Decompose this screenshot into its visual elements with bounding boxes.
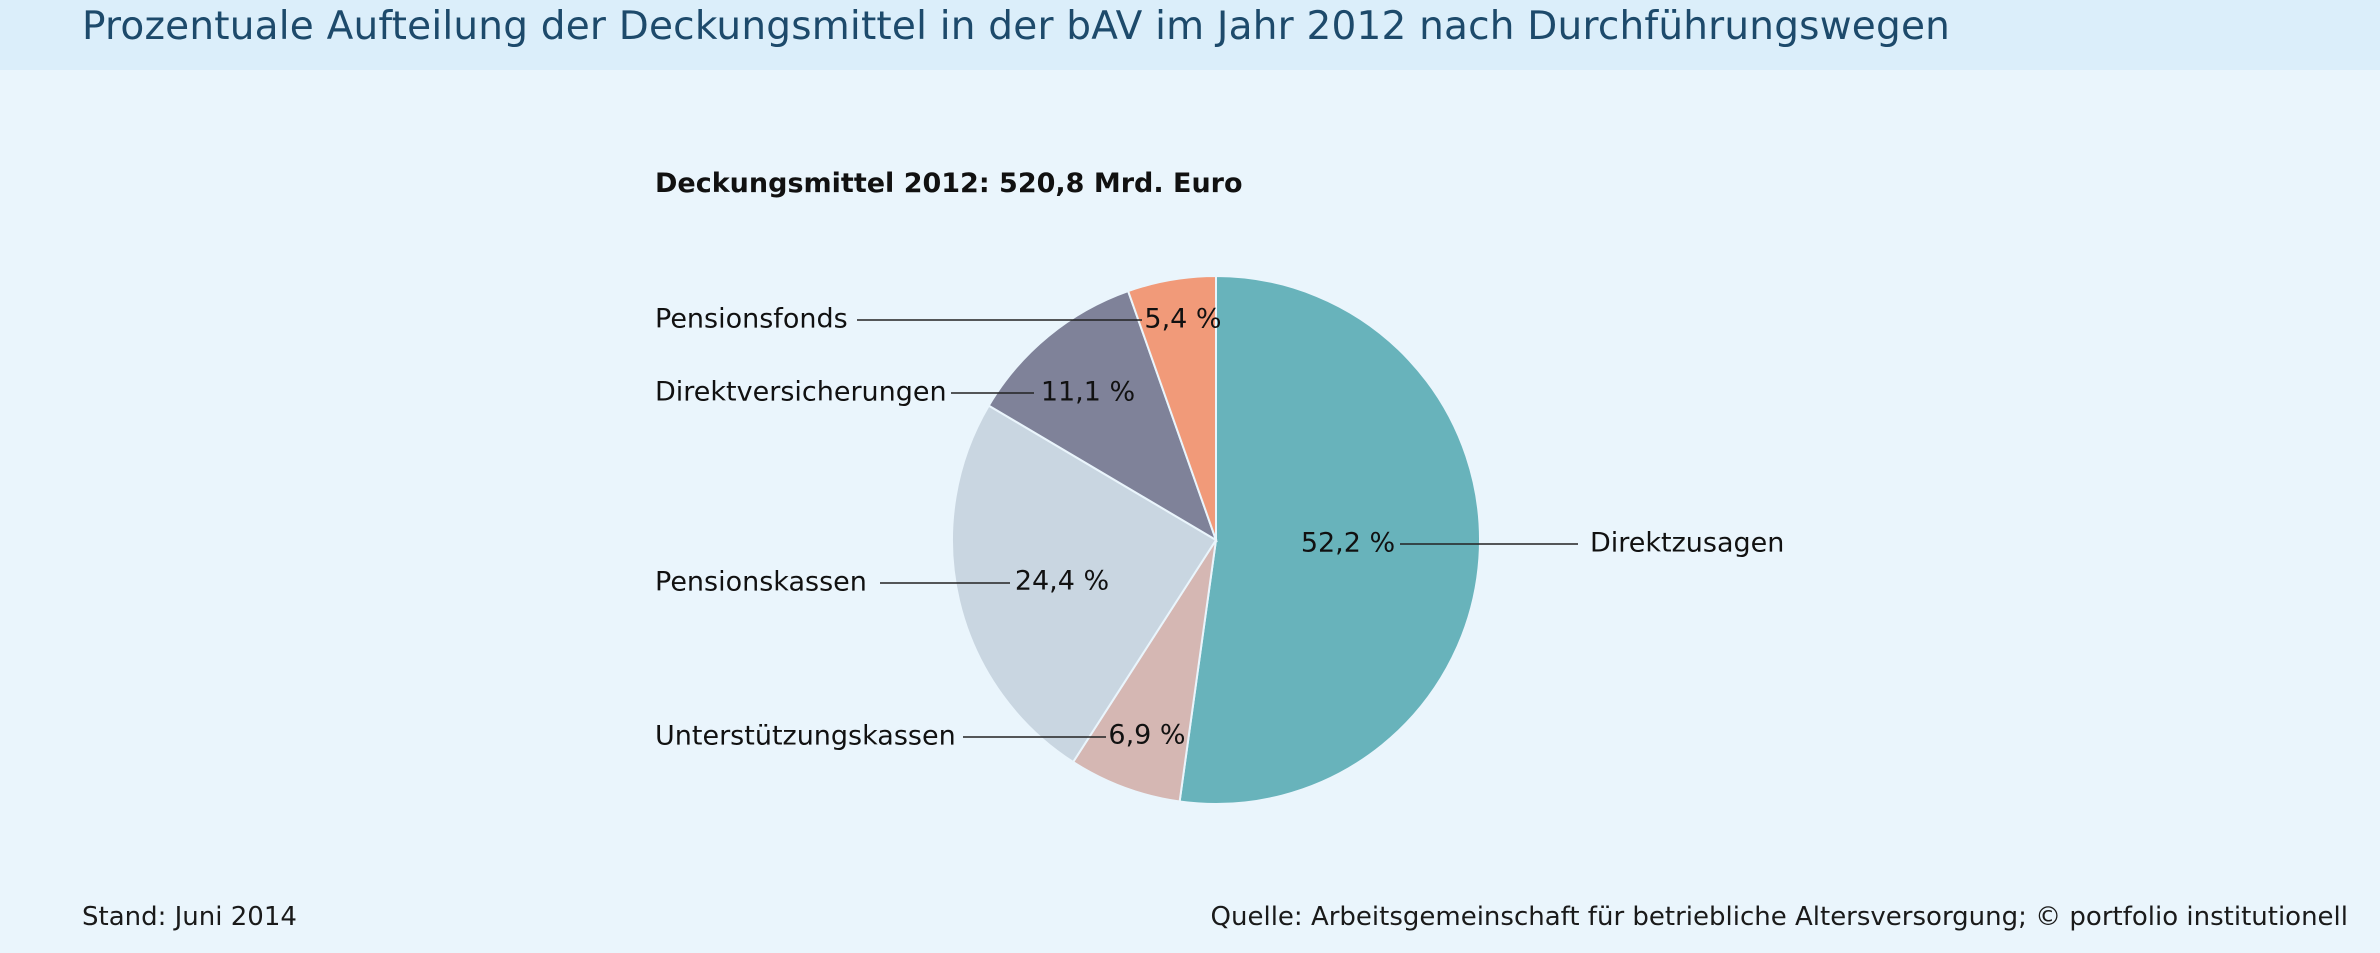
stand-note: Stand: Juni 2014 bbox=[82, 902, 297, 932]
slice-category-label: Direktzusagen bbox=[1590, 528, 1784, 559]
slice-category-label: Direktversicherungen bbox=[655, 377, 947, 408]
slice-value-label: 5,4 % bbox=[1144, 304, 1221, 335]
slice-value-label: 6,9 % bbox=[1108, 720, 1185, 751]
slice-value-label: 24,4 % bbox=[1015, 566, 1109, 597]
pie-slice-pensionsfonds bbox=[1126, 274, 1217, 541]
slice-category-label: Unterstützungskassen bbox=[655, 721, 956, 752]
slice-value-label: 11,1 % bbox=[1041, 377, 1135, 408]
chart-subtitle: Deckungsmittel 2012: 520,8 Mrd. Euro bbox=[655, 168, 1243, 199]
slice-value-label: 52,2 % bbox=[1301, 528, 1395, 559]
pie-slice-direktzusagen bbox=[1178, 274, 1481, 805]
pie-slice-pensionskassen bbox=[951, 404, 1218, 764]
source-note: Quelle: Arbeitsgemeinschaft für betriebl… bbox=[1210, 902, 2348, 932]
header-bar bbox=[0, 0, 2380, 70]
page-title: Prozentuale Aufteilung der Deckungsmitte… bbox=[82, 4, 1951, 49]
slice-category-label: Pensionsfonds bbox=[655, 304, 848, 335]
slice-category-label: Pensionskassen bbox=[655, 567, 867, 598]
pie-slice-unterstützungskassen bbox=[1071, 539, 1217, 803]
pie-slice-direktversicherungen bbox=[987, 289, 1218, 543]
